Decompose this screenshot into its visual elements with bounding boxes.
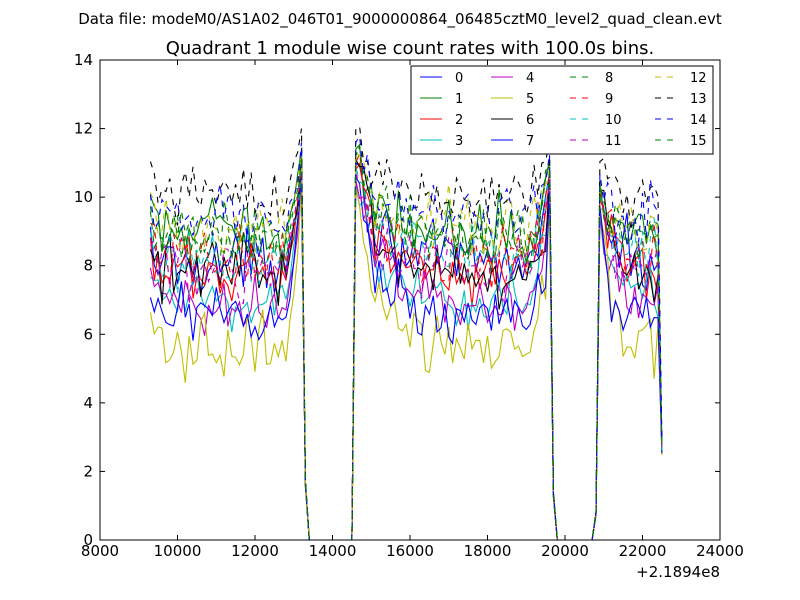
y-tick-label: 12 [74,120,93,138]
series-9-line [150,152,663,541]
legend-label-0: 0 [455,71,463,86]
legend-label-12: 12 [690,71,707,86]
legend-label-6: 6 [526,113,534,128]
ticks-layer: 8000 10000 12000 14000 16000 18000 20000 22000 2… [74,51,744,560]
series-12-line [149,151,663,541]
x-tick-label: 20000 [541,542,589,560]
x-offset-label: +2.1894e8 [636,563,720,581]
x-tick-label: 22000 [619,542,667,560]
legend-label-11: 11 [605,134,622,149]
y-tick-label: 6 [83,325,93,343]
legend-label-13: 13 [690,92,707,107]
x-tick-label: 10000 [154,542,202,560]
series-4-line [149,179,663,541]
x-tick-label: 24000 [696,542,744,560]
legend-label-8: 8 [605,71,613,86]
chart-title: Quadrant 1 module wise count rates with … [166,38,655,59]
y-tick-label: 4 [83,394,93,412]
legend-label-1: 1 [455,92,463,107]
y-tick-label: 8 [83,257,93,275]
legend-label-2: 2 [455,113,463,128]
series-10-line [149,166,663,541]
series-15-line [149,145,663,541]
x-tick-label: 18000 [464,542,512,560]
y-tick-label: 0 [83,531,93,549]
x-tick-label: 16000 [386,542,434,560]
y-tick-label: 14 [74,51,93,69]
x-tick-label: 14000 [309,542,357,560]
legend-label-3: 3 [455,134,463,149]
legend-label-9: 9 [605,92,613,107]
x-tick-label: 8000 [81,542,119,560]
legend-label-7: 7 [526,134,534,149]
y-tick-label: 2 [83,462,93,480]
legend-label-5: 5 [526,92,534,107]
y-tick-label: 10 [74,188,93,206]
legend-label-15: 15 [690,134,707,149]
legend-label-10: 10 [605,113,622,128]
series-13-line [149,125,663,541]
x-tick-label: 12000 [231,542,279,560]
series-11-line [149,172,663,541]
legend-frame [410,65,714,155]
chart-suptitle: Data file: modeM0/AS1A02_046T01_90000008… [78,10,722,29]
series-layer [149,125,663,541]
legend-label-4: 4 [526,71,534,86]
legend-label-14: 14 [690,113,707,128]
